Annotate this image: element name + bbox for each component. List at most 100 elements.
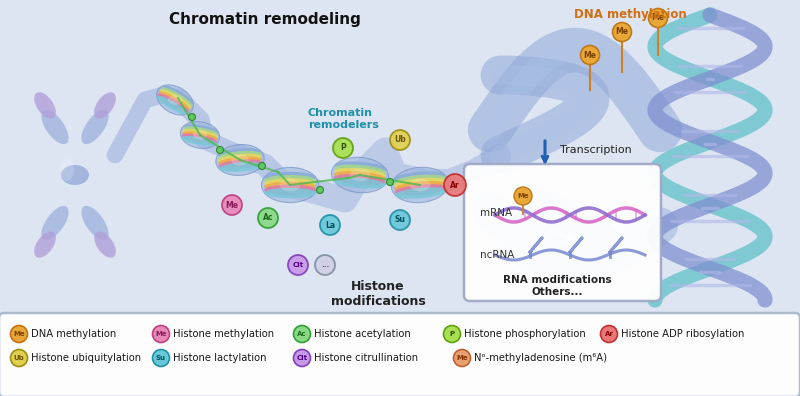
Text: Me: Me — [615, 27, 629, 36]
Circle shape — [222, 195, 242, 215]
Ellipse shape — [280, 179, 301, 191]
Ellipse shape — [156, 95, 188, 115]
FancyBboxPatch shape — [464, 164, 661, 301]
Ellipse shape — [334, 177, 386, 188]
Circle shape — [10, 326, 27, 343]
Circle shape — [153, 350, 170, 367]
Ellipse shape — [160, 89, 191, 109]
Text: Ar: Ar — [450, 181, 460, 190]
Circle shape — [294, 326, 310, 343]
Text: Histone
modifications: Histone modifications — [330, 280, 426, 308]
Circle shape — [320, 215, 340, 235]
Circle shape — [10, 350, 27, 367]
Circle shape — [258, 162, 266, 169]
Ellipse shape — [264, 172, 316, 182]
Circle shape — [454, 350, 470, 367]
Text: Nᵒ-methyladenosine (m⁶A): Nᵒ-methyladenosine (m⁶A) — [474, 353, 607, 363]
Ellipse shape — [42, 110, 69, 144]
Ellipse shape — [334, 168, 386, 179]
Ellipse shape — [182, 129, 218, 139]
Circle shape — [390, 210, 410, 230]
Circle shape — [444, 174, 466, 196]
Ellipse shape — [182, 133, 217, 143]
Text: Me: Me — [13, 331, 25, 337]
Ellipse shape — [350, 169, 370, 181]
Text: Me: Me — [583, 51, 597, 59]
Circle shape — [294, 350, 310, 367]
Ellipse shape — [334, 174, 386, 185]
FancyBboxPatch shape — [0, 313, 800, 396]
Ellipse shape — [34, 232, 56, 258]
Circle shape — [581, 46, 599, 65]
Circle shape — [333, 138, 353, 158]
Text: P: P — [340, 143, 346, 152]
Ellipse shape — [161, 87, 193, 107]
Ellipse shape — [162, 85, 194, 105]
Ellipse shape — [264, 181, 316, 192]
Text: Ub: Ub — [394, 135, 406, 145]
Ellipse shape — [60, 159, 74, 181]
Text: Histone lactylation: Histone lactylation — [173, 353, 266, 363]
Text: Chromatin remodeling: Chromatin remodeling — [169, 12, 361, 27]
Circle shape — [649, 8, 667, 27]
Ellipse shape — [331, 157, 389, 193]
Ellipse shape — [182, 136, 217, 146]
Ellipse shape — [231, 154, 249, 166]
Circle shape — [288, 255, 308, 275]
Ellipse shape — [264, 175, 316, 185]
Text: Me: Me — [456, 355, 468, 361]
Text: Su: Su — [156, 355, 166, 361]
Ellipse shape — [183, 124, 218, 134]
Ellipse shape — [394, 171, 446, 183]
Text: P: P — [450, 331, 454, 337]
Ellipse shape — [391, 167, 449, 203]
Ellipse shape — [410, 179, 430, 191]
Circle shape — [315, 255, 335, 275]
Ellipse shape — [262, 168, 318, 203]
Circle shape — [317, 187, 323, 194]
Text: ncRNA: ncRNA — [480, 250, 514, 260]
Text: Histone ubiquitylation: Histone ubiquitylation — [31, 353, 141, 363]
Ellipse shape — [334, 165, 386, 176]
Text: Cit: Cit — [297, 355, 307, 361]
Text: Su: Su — [394, 215, 406, 225]
Ellipse shape — [158, 93, 189, 113]
Circle shape — [443, 326, 461, 343]
Circle shape — [613, 23, 631, 42]
Text: Histone methylation: Histone methylation — [173, 329, 274, 339]
Ellipse shape — [218, 154, 262, 164]
Ellipse shape — [334, 171, 386, 182]
Text: Me: Me — [651, 13, 665, 23]
Ellipse shape — [168, 95, 182, 105]
Ellipse shape — [34, 92, 56, 118]
Ellipse shape — [216, 145, 264, 175]
Circle shape — [153, 326, 170, 343]
Circle shape — [189, 114, 195, 120]
Ellipse shape — [218, 156, 262, 166]
Ellipse shape — [394, 181, 446, 192]
Ellipse shape — [218, 162, 262, 172]
Text: Me: Me — [517, 193, 529, 199]
Text: Ar: Ar — [605, 331, 614, 337]
Text: Histone ADP ribosylation: Histone ADP ribosylation — [621, 329, 744, 339]
Text: RNA modifications: RNA modifications — [502, 275, 611, 285]
Text: Transcription: Transcription — [560, 145, 632, 155]
Text: mRNA: mRNA — [480, 208, 512, 218]
Ellipse shape — [158, 91, 190, 110]
Text: ...: ... — [321, 262, 329, 268]
Ellipse shape — [394, 175, 446, 186]
Text: DNA methylation: DNA methylation — [31, 329, 116, 339]
Ellipse shape — [334, 162, 386, 173]
Ellipse shape — [180, 122, 220, 148]
Ellipse shape — [193, 130, 207, 140]
Ellipse shape — [264, 188, 316, 198]
Ellipse shape — [82, 206, 109, 240]
Text: Others...: Others... — [531, 287, 582, 297]
Ellipse shape — [264, 185, 316, 195]
Text: Chromatin
remodelers: Chromatin remodelers — [308, 108, 379, 129]
Text: DNA methylation: DNA methylation — [574, 8, 686, 21]
Ellipse shape — [218, 151, 262, 161]
Text: Histone citrullination: Histone citrullination — [314, 353, 418, 363]
Text: Cit: Cit — [293, 262, 303, 268]
Text: Histone acetylation: Histone acetylation — [314, 329, 410, 339]
